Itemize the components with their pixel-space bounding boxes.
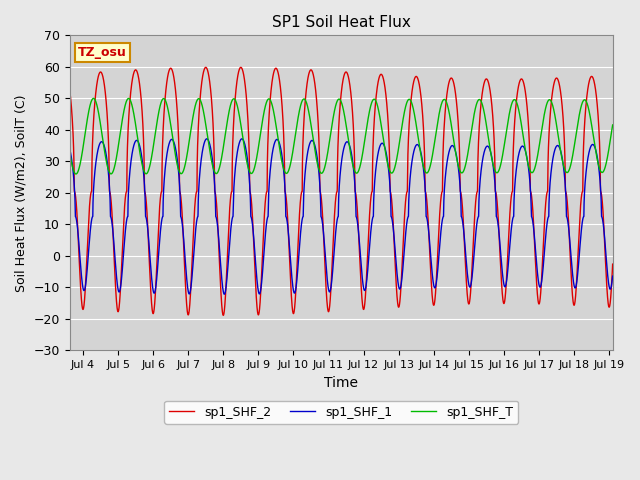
Line: sp1_SHF_1: sp1_SHF_1	[70, 139, 612, 294]
Text: TZ_osu: TZ_osu	[78, 47, 127, 60]
sp1_SHF_T	[471, 107, 479, 113]
sp1_SHF_2	[273, 67, 281, 73]
sp1_SHF_1	[419, 162, 427, 168]
sp1_SHF_2	[609, 261, 616, 267]
sp1_SHF_2	[419, 118, 427, 123]
Line: sp1_SHF_2: sp1_SHF_2	[70, 67, 612, 315]
sp1_SHF_1	[203, 136, 211, 142]
sp1_SHF_T	[513, 99, 520, 105]
Y-axis label: Soil Heat Flux (W/m2), SoilT (C): Soil Heat Flux (W/m2), SoilT (C)	[15, 94, 28, 292]
sp1_SHF_1	[66, 146, 74, 152]
sp1_SHF_1	[164, 144, 172, 150]
Line: sp1_SHF_T: sp1_SHF_T	[70, 98, 612, 174]
sp1_SHF_1	[513, 167, 520, 172]
sp1_SHF_1	[273, 137, 281, 143]
sp1_SHF_2	[164, 71, 172, 76]
sp1_SHF_T	[90, 96, 97, 101]
sp1_SHF_T	[273, 131, 281, 137]
sp1_SHF_2	[392, 268, 399, 274]
sp1_SHF_2	[471, 207, 479, 213]
sp1_SHF_T	[419, 162, 427, 168]
sp1_SHF_1	[609, 273, 616, 279]
sp1_SHF_T	[72, 171, 80, 177]
sp1_SHF_T	[392, 162, 399, 168]
sp1_SHF_2	[513, 99, 520, 105]
sp1_SHF_T	[164, 109, 172, 115]
X-axis label: Time: Time	[324, 376, 358, 390]
Title: SP1 Soil Heat Flux: SP1 Soil Heat Flux	[272, 15, 411, 30]
sp1_SHF_2	[66, 87, 74, 93]
sp1_SHF_1	[392, 252, 399, 258]
sp1_SHF_T	[609, 122, 616, 128]
sp1_SHF_2	[220, 312, 227, 318]
sp1_SHF_1	[471, 240, 479, 245]
sp1_SHF_2	[202, 64, 209, 70]
sp1_SHF_1	[221, 291, 228, 297]
sp1_SHF_T	[66, 149, 74, 155]
Legend: sp1_SHF_2, sp1_SHF_1, sp1_SHF_T: sp1_SHF_2, sp1_SHF_1, sp1_SHF_T	[164, 401, 518, 424]
